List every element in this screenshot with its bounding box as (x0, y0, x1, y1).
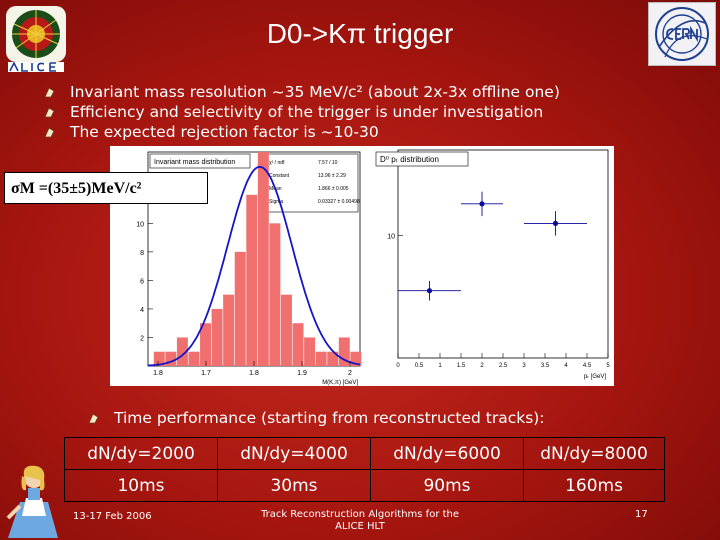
x-tick-label: 2 (348, 370, 352, 377)
bullet-text: The expected rejection factor is ~10-30 (70, 123, 379, 141)
bullet-icon (44, 127, 55, 138)
x-tick-label: 2 (480, 363, 484, 369)
table-cell: 10ms (64, 469, 218, 502)
slide-title: D0->Kπ trigger (266, 18, 454, 49)
stats-box (265, 153, 359, 213)
table-cell: 30ms (217, 469, 371, 502)
x-tick-label: 5 (606, 363, 610, 369)
time-bullet-text: Time performance (starting from reconstr… (114, 409, 545, 427)
x-tick-label: 2.5 (499, 363, 508, 369)
bullet-icon (44, 87, 55, 98)
gaussian-fit-line (147, 165, 361, 367)
stats-label: Constant (269, 173, 290, 179)
x-tick-label: 4 (564, 363, 568, 369)
bullet-icon (44, 107, 55, 118)
histogram-bar (153, 351, 165, 366)
histogram-bar (223, 294, 235, 366)
x-tick-label: 1.7 (201, 370, 211, 377)
y-tick-label: 6 (140, 278, 144, 285)
footer-title-line: Track Reconstruction Algorithms for the (260, 509, 460, 520)
histogram-bar (211, 308, 223, 366)
data-point (479, 201, 485, 207)
histogram-bar (176, 337, 188, 366)
histogram-bar (338, 337, 350, 366)
footer-title: Track Reconstruction Algorithms for the … (255, 509, 465, 533)
stats-label: Sigma (269, 199, 283, 205)
data-point (552, 220, 559, 227)
y-tick-label: 10 (387, 234, 395, 241)
y-tick-label: 4 (140, 307, 144, 314)
alice-illustration (6, 465, 58, 538)
bullet-item: Efficiency and selectivity of the trigge… (44, 102, 684, 122)
stats-value: 13.96 ± 2.29 (318, 173, 346, 179)
table-header-cell: dN/dy=2000 (64, 437, 218, 470)
alice-logo (6, 6, 66, 72)
table-header-cell: dN/dy=8000 (523, 437, 665, 470)
histogram-bar (165, 351, 177, 366)
x-tick-label: 0.5 (415, 363, 424, 369)
cern-logo (648, 2, 716, 66)
chart-title: Invariant mass distribution (154, 159, 235, 166)
x-tick-label: 0 (396, 363, 400, 369)
sigma-label: σM =(35±5)MeV/c² (4, 172, 208, 204)
histogram-bar (234, 251, 246, 366)
chart-title: D⁰ pₜ distribution (380, 155, 439, 164)
data-point (426, 288, 433, 294)
y-tick-label: 2 (140, 335, 144, 342)
bullet-text: Efficiency and selectivity of the trigge… (70, 103, 544, 121)
bullet-item: Invariant mass resolution ~35 MeV/c² (ab… (44, 82, 684, 102)
footer-date: 13-17 Feb 2006 (73, 511, 152, 522)
table-row: 10ms 30ms 90ms 160ms (64, 469, 665, 502)
bullet-list: Invariant mass resolution ~35 MeV/c² (ab… (44, 82, 684, 142)
histogram-bar (269, 223, 281, 366)
x-tick-label: 1.8 (249, 370, 259, 377)
bullet-text: Invariant mass resolution ~35 MeV/c² (ab… (70, 83, 560, 101)
footer-title-line: ALICE HLT (335, 521, 385, 532)
performance-table: dN/dy=2000 dN/dy=4000 dN/dy=6000 dN/dy=8… (64, 437, 665, 502)
x-tick-label: 3.5 (541, 363, 550, 369)
stats-value: 0.03327 ± 0.00498 (318, 199, 360, 205)
x-tick-label: 1.9 (297, 370, 307, 377)
bullet-item: The expected rejection factor is ~10-30 (44, 122, 684, 142)
y-tick-label: 10 (136, 221, 144, 228)
histogram-bar (280, 294, 292, 366)
y-tick-label: 8 (140, 250, 144, 257)
histogram-bar (246, 194, 258, 366)
histogram-bar (315, 351, 327, 366)
stats-value: 1.866 ± 0.005 (318, 186, 349, 192)
histogram-bar (327, 351, 339, 366)
x-axis-label: M(K,π) [GeV] (322, 380, 358, 386)
chart-title-box (375, 151, 469, 167)
x-tick-label: 1.5 (457, 363, 466, 369)
table-header-cell: dN/dy=6000 (370, 437, 524, 470)
table-header-cell: dN/dy=4000 (217, 437, 371, 470)
stats-label: χ² / ndf (269, 160, 285, 166)
histogram-bar (304, 337, 316, 366)
time-bullet: Time performance (starting from reconstr… (88, 408, 720, 428)
table-cell: 90ms (370, 469, 524, 502)
x-axis-label: pₜ [GeV] (584, 374, 606, 380)
x-tick-label: 4.5 (583, 363, 592, 369)
histogram-bar (200, 323, 211, 366)
table-row: dN/dy=2000 dN/dy=4000 dN/dy=6000 dN/dy=8… (64, 437, 665, 470)
histogram-bar (257, 152, 269, 366)
histogram-bar (188, 351, 200, 366)
bullet-icon (88, 413, 99, 424)
pt-distribution-chart: D⁰ pₜ distribution 0 0.5 1 1.5 2 2.5 3 3.5 4 4.5 5 1… (370, 146, 614, 386)
x-tick-label: 3 (522, 363, 526, 369)
x-tick-label: 1 (438, 363, 442, 369)
x-tick-label: 1.8 (153, 370, 163, 377)
stats-value: 7.57 / 10 (318, 160, 338, 166)
histogram-bar (292, 323, 304, 366)
histogram-bar (350, 351, 362, 366)
chart-title-box (149, 153, 251, 169)
page-number: 17 (635, 509, 648, 520)
table-cell: 160ms (523, 469, 665, 502)
chart-background (370, 146, 614, 386)
